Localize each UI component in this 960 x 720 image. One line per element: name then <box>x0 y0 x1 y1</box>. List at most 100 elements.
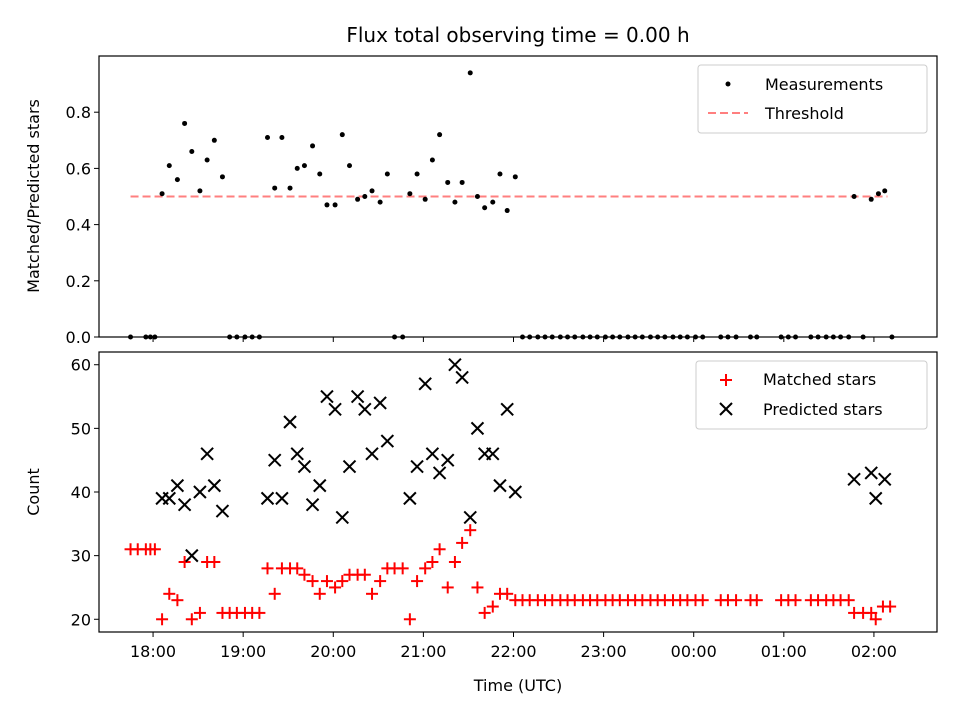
predicted-star-point <box>185 548 199 563</box>
predicted-star-point <box>847 472 861 486</box>
matched-star-point <box>419 562 432 575</box>
bottom-legend-box <box>695 360 928 430</box>
measurement-point <box>324 202 330 208</box>
predicted-star-point <box>418 377 432 391</box>
predicted-star-point <box>869 491 883 506</box>
measurement-point <box>384 171 390 177</box>
matched-star-point <box>471 581 484 594</box>
predicted-star-point <box>215 504 230 518</box>
predicted-star-point <box>441 453 455 467</box>
bottom-y-tick-label: 30 <box>71 547 91 566</box>
top-y-tick-label: 0.6 <box>66 159 91 178</box>
predicted-star-point <box>380 434 395 448</box>
measurement-point <box>197 188 203 194</box>
measurement-point <box>204 157 210 163</box>
predicted-star-point <box>170 478 185 493</box>
matched-star-point <box>171 594 184 607</box>
predicted-star-point <box>275 491 289 506</box>
top-y-tick-label: 0.4 <box>66 216 91 235</box>
predicted-star-point <box>432 466 447 480</box>
bottom-legend: Matched stars Predicted stars <box>695 360 928 430</box>
predicted-star-point <box>260 491 275 506</box>
matched-star-point <box>464 524 477 537</box>
predicted-star-point <box>358 402 372 416</box>
matched-star-point <box>842 594 855 607</box>
measurement-point <box>287 185 293 191</box>
measurement-point <box>422 196 428 202</box>
top-legend-box <box>697 64 928 134</box>
bottom-y-axis-label: Count <box>24 468 43 516</box>
matched-star-point <box>426 556 439 568</box>
measurement-point <box>211 137 217 143</box>
top-y-tick-label: 0.0 <box>66 328 91 347</box>
predicted-star-point <box>193 485 207 499</box>
matched-star-point <box>433 543 446 556</box>
matched-star-point <box>313 587 326 600</box>
measurement-point <box>279 134 285 140</box>
legend-threshold-label: Threshold <box>764 104 844 123</box>
measurement-point <box>512 174 518 180</box>
predicted-star-point <box>864 466 878 480</box>
predicted-star-point <box>162 491 176 506</box>
measurement-point <box>159 191 165 197</box>
matched-star-point <box>411 575 424 588</box>
measurement-point <box>490 199 496 205</box>
predicted-star-point <box>403 491 417 506</box>
measurement-point <box>174 177 180 183</box>
matched-star-point <box>696 594 709 607</box>
matched-star-point <box>448 556 461 568</box>
predicted-star-point <box>365 447 379 461</box>
measurement-point <box>317 171 323 177</box>
predicted-star-point <box>448 358 462 372</box>
measurement-point <box>332 202 338 208</box>
bottom-plot-area <box>124 358 897 626</box>
legend-predicted-label: Predicted stars <box>763 400 883 419</box>
matched-star-point <box>185 613 198 626</box>
measurement-point <box>166 163 172 169</box>
measurement-point <box>310 143 316 149</box>
matched-star-point <box>396 562 409 575</box>
measurement-point <box>882 188 888 194</box>
measurement-point <box>355 196 361 202</box>
top-legend: Measurements Threshold <box>697 64 928 134</box>
predicted-star-point <box>470 421 485 436</box>
matched-star-point <box>374 575 387 588</box>
matched-star-point <box>193 606 206 619</box>
measurement-point <box>339 132 345 138</box>
predicted-star-point <box>328 402 342 416</box>
bottom-y-ticks: 20 30 40 50 60 <box>71 356 99 629</box>
predicted-star-point <box>297 459 312 474</box>
bottom-x-tick-label: 00:00 <box>671 642 717 661</box>
predicted-star-point <box>305 498 320 512</box>
matched-star-point <box>306 575 319 588</box>
top-y-tick-label: 0.8 <box>66 103 91 122</box>
measurement-point <box>868 196 874 202</box>
measurement-point <box>851 194 857 199</box>
measurement-point <box>346 163 352 169</box>
predicted-star-point <box>410 459 424 474</box>
matched-star-point <box>336 575 349 588</box>
predicted-star-point <box>508 485 523 499</box>
predicted-star-point <box>425 447 440 461</box>
matched-star-point <box>298 568 311 581</box>
legend-matched-label: Matched stars <box>763 370 876 389</box>
bottom-x-ticks: 18:00 19:00 20:00 21:00 22:00 23:00 00:00 01:00… <box>130 632 897 661</box>
matched-star-point <box>750 594 763 607</box>
measurement-point <box>414 171 420 177</box>
measurement-point <box>459 179 465 185</box>
measurement-point <box>369 188 375 194</box>
bottom-x-tick-label: 02:00 <box>851 642 897 661</box>
bottom-x-tick-label: 20:00 <box>310 642 356 661</box>
matched-star-point <box>789 594 802 607</box>
matched-star-point <box>358 568 371 581</box>
bottom-x-tick-label: 18:00 <box>130 642 176 661</box>
bottom-x-tick-label: 23:00 <box>581 642 627 661</box>
measurement-point <box>474 194 480 199</box>
predicted-star-point <box>486 447 500 461</box>
measurement-point <box>482 205 488 211</box>
matched-star-point <box>329 581 342 594</box>
predicted-star-point <box>335 510 349 525</box>
bottom-panel: 20 30 40 50 60 18:00 19:00 20:00 21:00 22:00 23:0… <box>24 351 938 695</box>
legend-matched-marker <box>720 374 732 386</box>
